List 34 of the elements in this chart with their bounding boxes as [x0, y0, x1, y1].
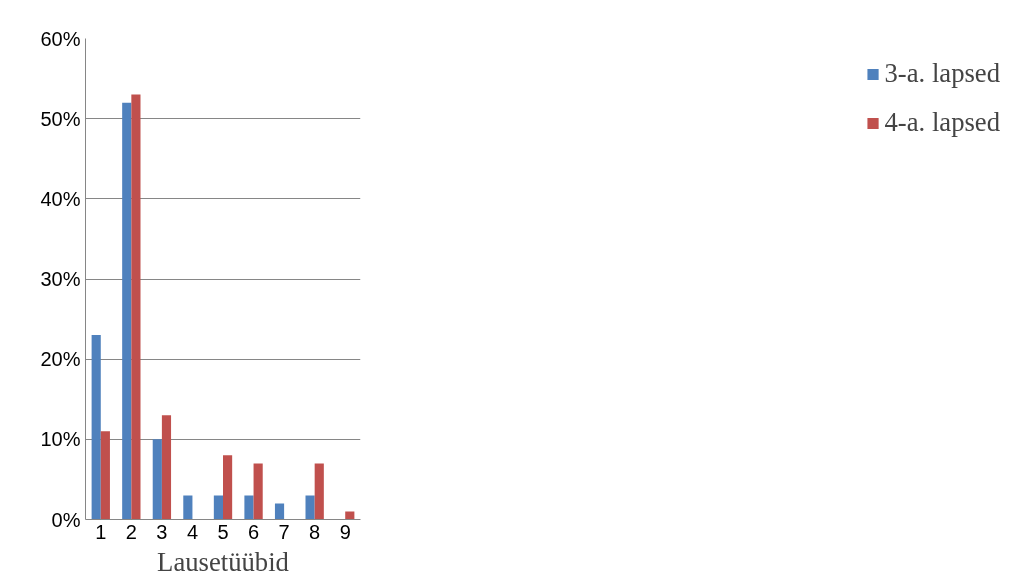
- bar: [314, 463, 324, 520]
- x-tick-label: 5: [217, 520, 229, 543]
- y-tick-label: 60%: [40, 27, 81, 50]
- bar: [131, 94, 141, 520]
- legend-label: 4-a. lapsed: [884, 107, 1000, 138]
- x-tick-label: 8: [309, 520, 321, 543]
- bar: [152, 439, 162, 520]
- bar: [122, 102, 132, 520]
- bar: [253, 463, 263, 520]
- x-tick-label: 9: [339, 520, 351, 543]
- x-tick-label: 1: [95, 520, 107, 543]
- bar: [183, 495, 193, 520]
- bar: [274, 503, 285, 520]
- bar: [305, 495, 315, 520]
- x-axis-title: Lausetüübid: [157, 546, 289, 577]
- y-tick-label: 0%: [51, 508, 81, 531]
- y-tick-label: 30%: [40, 268, 81, 290]
- y-tick-label: 50%: [40, 107, 81, 130]
- bar: [345, 511, 355, 520]
- x-tick-label: 4: [186, 520, 199, 543]
- x-tick-label: 7: [278, 520, 290, 543]
- x-tick-label: 3: [156, 520, 168, 543]
- bar: [91, 335, 101, 520]
- y-tick-label: 10%: [40, 428, 81, 451]
- bar: [223, 455, 233, 520]
- x-tick-label: 2: [125, 520, 137, 543]
- bar: [100, 431, 110, 520]
- legend-label: 3-a. lapsed: [884, 58, 1000, 89]
- y-tick-label: 20%: [40, 348, 81, 371]
- y-tick-label: 40%: [40, 187, 81, 210]
- x-tick-label: 6: [247, 520, 260, 543]
- bar: [213, 495, 223, 520]
- bar: [244, 495, 254, 520]
- bar: [161, 415, 172, 520]
